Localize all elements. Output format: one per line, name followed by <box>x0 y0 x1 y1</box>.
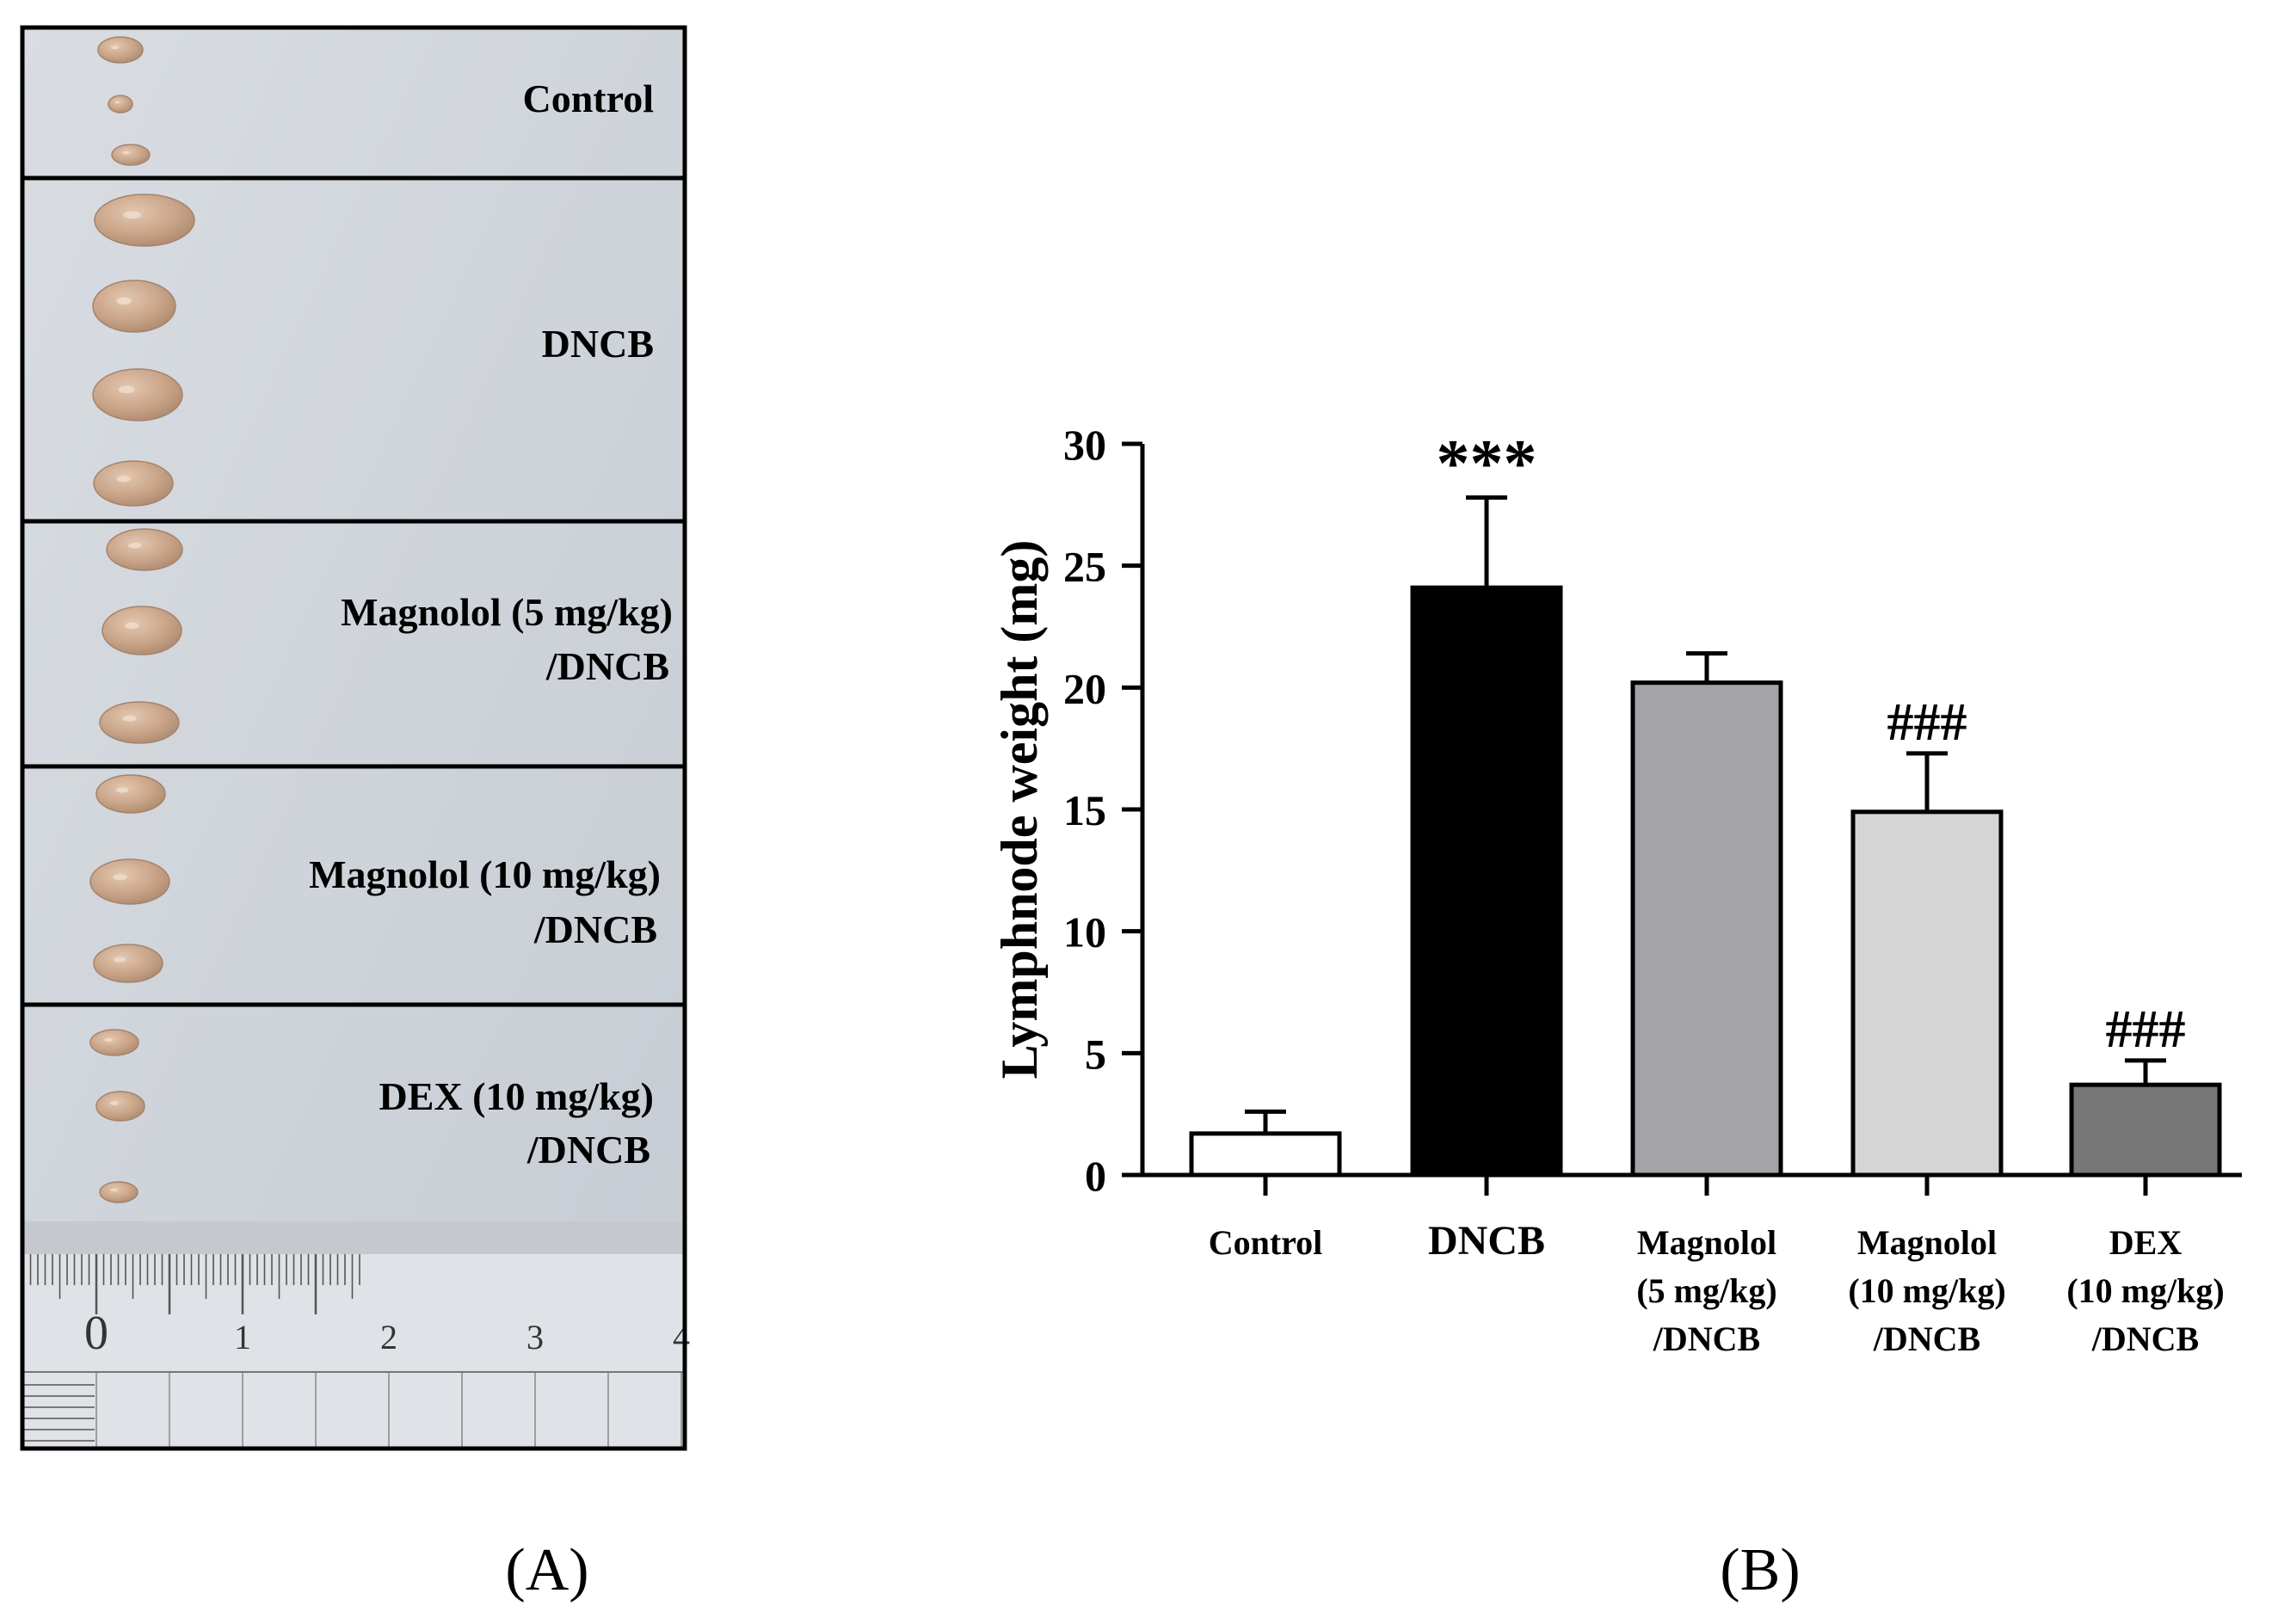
lymph-node <box>93 944 163 983</box>
node-highlight <box>113 874 127 881</box>
node-highlight <box>122 151 130 155</box>
x-tick-label: Magnolol <box>1637 1223 1776 1262</box>
node-highlight <box>110 1188 118 1192</box>
node-highlight <box>109 1101 120 1105</box>
group-label: Magnolol (10 mg/kg) <box>309 852 661 896</box>
x-tick-label: (10 mg/kg) <box>2066 1271 2224 1310</box>
panel-b-label: (B) <box>1720 1537 1800 1603</box>
x-tick-label: DNCB <box>1428 1218 1545 1264</box>
photo-section: Magnolol (5 mg/kg) /DNCB <box>22 528 685 769</box>
ruler-number: 4 <box>673 1318 690 1356</box>
significance-annotation: ### <box>2106 1000 2186 1059</box>
x-tick-label: /DNCB <box>1653 1320 1760 1358</box>
node-highlight <box>116 297 132 305</box>
group-label: Control <box>523 77 655 120</box>
photo-frame <box>20 25 687 1451</box>
group-label: Magnolol (5 mg/kg) <box>341 590 673 634</box>
ruler-number: 0 <box>84 1307 108 1360</box>
node-highlight <box>125 622 139 630</box>
y-tick-label: 15 <box>1063 786 1106 834</box>
group-label: DNCB <box>542 322 654 366</box>
x-tick-label: Magnolol <box>1857 1223 1997 1262</box>
ruler-edge <box>24 1221 683 1254</box>
lymph-node <box>92 368 183 421</box>
lymph-node <box>89 858 170 905</box>
photo-section: DEX (10 mg/kg) /DNCB <box>89 1029 654 1203</box>
lymph-node <box>94 194 195 247</box>
x-tick-label: DEX <box>2109 1223 2183 1262</box>
group-label-line2: /DNCB <box>526 1128 650 1172</box>
node-highlight <box>110 45 120 50</box>
lymph-node <box>99 701 180 744</box>
x-tick-label: /DNCB <box>1873 1320 1980 1358</box>
ruler-number: 2 <box>380 1318 397 1356</box>
bar <box>1189 1131 1342 1178</box>
group-label-line2: /DNCB <box>545 644 669 688</box>
node-highlight <box>128 542 142 549</box>
photo-section: Control <box>22 36 685 181</box>
node-highlight <box>118 385 135 394</box>
node-highlight <box>115 787 129 793</box>
lymph-node <box>92 280 176 333</box>
node-highlight <box>116 476 131 483</box>
lymph-node <box>106 528 183 571</box>
bar <box>1630 680 1783 1178</box>
bar <box>1850 809 2004 1178</box>
node-highlight <box>113 957 126 963</box>
node-highlight <box>123 211 141 219</box>
x-tick-label: Control <box>1209 1223 1323 1262</box>
lymph-node <box>97 36 144 64</box>
lymph-node <box>111 144 151 166</box>
y-tick-label: 20 <box>1063 664 1106 712</box>
panel-a-label: (A) <box>505 1537 588 1603</box>
photo-section: DNCB <box>22 194 685 524</box>
ruler-number: 3 <box>526 1318 544 1356</box>
photo-section: Magnolol (10 mg/kg) /DNCB <box>22 774 685 1007</box>
node-highlight <box>122 715 137 722</box>
significance-annotation: *** <box>1437 425 1537 500</box>
node-highlight <box>103 1037 114 1043</box>
node-highlight <box>114 101 120 104</box>
group-label-line2: /DNCB <box>533 907 657 951</box>
bar <box>2069 1082 2222 1178</box>
lymph-node <box>108 95 133 114</box>
y-tick-label: 30 <box>1063 421 1106 469</box>
lymph-node <box>102 606 182 655</box>
lymph-node <box>89 1029 139 1056</box>
bar <box>1410 585 1563 1178</box>
x-tick-label: (5 mg/kg) <box>1636 1271 1776 1310</box>
y-tick-label: 5 <box>1085 1030 1106 1078</box>
significance-annotation: ### <box>1887 693 1967 752</box>
y-tick-label: 10 <box>1063 908 1106 957</box>
ruler-number: 1 <box>234 1318 251 1356</box>
panel-b-chart: 0 5 10 15 20 25 30 *** ### ### Control DNCB Magnol… <box>991 421 2242 1358</box>
x-tick-label: (10 mg/kg) <box>1848 1271 2005 1310</box>
x-tick-label: /DNCB <box>2091 1320 2199 1358</box>
y-tick-label: 0 <box>1085 1152 1106 1200</box>
lymph-node <box>95 1091 145 1122</box>
group-label: DEX (10 mg/kg) <box>379 1074 654 1118</box>
lymph-node <box>99 1181 139 1203</box>
ruler: 0 1 2 3 4 <box>24 1221 690 1447</box>
ruler-body <box>24 1221 683 1447</box>
y-tick-label: 25 <box>1063 543 1106 591</box>
lymph-node <box>93 460 174 507</box>
lymph-node <box>95 774 166 814</box>
y-axis-label: Lymphnode weight (mg) <box>991 540 1048 1080</box>
